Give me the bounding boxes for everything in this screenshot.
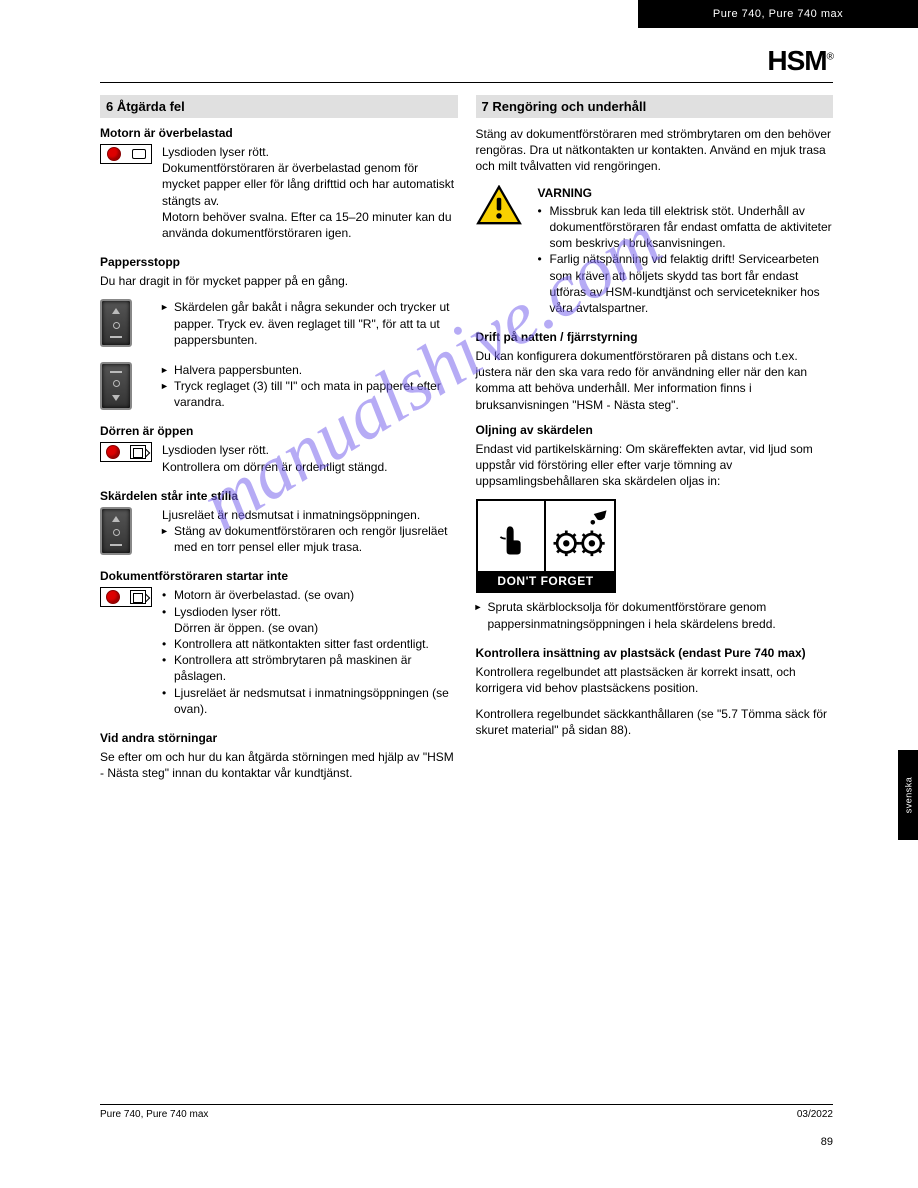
jam-step2: Halvera pappersbunten. Tryck reglaget (3… [100,362,458,411]
red-led-icon [107,147,121,161]
plastic-heading: Kontrollera insättning av plastsäck (end… [476,646,834,660]
jam-step1: Skärdelen går bakåt i några sekunder och… [100,299,458,348]
running-body: Ljusreläet är nedsmutsat i inmatningsöpp… [162,507,458,523]
left-column: 6 Åtgärda fel Motorn är överbelastad Lys… [100,95,458,791]
oil-step: Spruta skärblocksolja för dokumentförstö… [488,599,834,631]
brand-text: HSM [767,45,826,76]
page-number: 89 [821,1136,833,1148]
jam-r1: Skärdelen går bakåt i några sekunder och… [174,299,458,348]
jam-intro: Du har dragit in för mycket papper på en… [100,273,458,289]
door-block: Lysdioden lyser rött. Kontrollera om dör… [100,442,458,474]
warning-block: VARNING Missbruk kan leda till elektrisk… [476,185,834,317]
ns-l5: Ljusreläet är nedsmutsat i inmatningsöpp… [174,685,458,717]
door-open-led-icon-2 [100,587,152,607]
door-icon [130,445,146,459]
motor-text2: Dokumentförstöraren är överbelastad geno… [162,160,458,209]
brand-logo: HSM® [767,45,833,77]
jam-heading: Pappersstopp [100,255,458,269]
oil-gears-icon [546,501,614,571]
warning-heading: VARNING [538,185,834,201]
motor-text-prefix: Lysdioden [162,145,220,159]
other-body: Se efter om och hur du kan åtgärda störn… [100,749,458,781]
door-heading: Dörren är öppen [100,424,458,438]
warn-b2: Farlig nätspänning vid felaktig drift! S… [550,251,834,316]
door-icon [130,590,146,604]
warning-triangle-icon [476,185,522,225]
other-heading: Vid andra störningar [100,731,458,745]
red-led-icon [106,590,120,604]
plastic-body2: Kontrollera regelbundet säckkanthållaren… [476,706,834,738]
section-7-header: 7 Rengöring och underhåll [476,95,834,118]
door-text-suffix: lyser rött. [220,443,269,457]
running-heading: Skärdelen står inte stilla [100,489,458,503]
dont-forget-label: DON'T FORGET [478,571,614,591]
running-arrow: Stäng av dokumentförstöraren och rengör … [174,523,458,555]
ns-l1: Motorn är överbelastad. (se ovan) [174,587,458,603]
motor-block: Lysdioden lyser rött. Dokumentförstörare… [100,144,458,241]
red-led-icon [106,445,120,459]
section-6-header: 6 Åtgärda fel [100,95,458,118]
ns-l4: Kontrollera att strömbrytaren på maskine… [174,652,458,684]
notstart-heading: Dokumentförstöraren startar inte [100,569,458,583]
finger-reminder-icon [478,501,546,571]
motor-text3: Motorn behöver svalna. Efter ca 15–20 mi… [162,209,458,241]
door-open-led-icon [100,442,152,462]
door-text-prefix: Lysdioden [162,443,220,457]
night-body: Du kan konfigurera dokumentförstöraren p… [476,348,834,413]
language-tab-label: svenska [903,777,913,814]
jam-r3: Tryck reglaget (3) till "I" och mata in … [174,378,458,410]
right-column: 7 Rengöring och underhåll Stäng av dokum… [476,95,834,791]
dont-forget-graphic: DON'T FORGET [476,499,616,593]
motor-heading: Motorn är överbelastad [100,126,458,140]
footer-date: 03/2022 [797,1109,833,1120]
plastic-body: Kontrollera regelbundet att plastsäcken … [476,664,834,696]
language-tab: svenska [898,750,918,840]
cleaning-para: Stäng av dokumentförstöraren med strömbr… [476,126,834,175]
product-name: Pure 740, Pure 740 max [713,8,843,20]
rocker-switch-on-icon [100,362,132,410]
rocker-switch-reverse-icon [100,299,132,347]
running-block: Ljusreläet är nedsmutsat i inmatningsöpp… [100,507,458,556]
night-heading: Drift på natten / fjärrstyrning [476,330,834,344]
main-content: 6 Åtgärda fel Motorn är överbelastad Lys… [100,95,833,791]
rocker-switch-icon [100,507,132,555]
brand-reg: ® [827,52,833,63]
overload-led-icon [100,144,152,164]
footer: Pure 740, Pure 740 max 03/2022 [100,1104,833,1120]
jam-r2: Halvera pappersbunten. [174,362,458,378]
notstart-block: Motorn är överbelastad. (se ovan) Lysdio… [100,587,458,717]
warn-b1: Missbruk kan leda till elektrisk stöt. U… [550,203,834,252]
ns-l2: Lysdioden lyser rött. [174,604,458,620]
ns-l3: Kontrollera att nätkontakten sitter fast… [174,636,458,652]
door-text2: Kontrollera om dörren är ordentligt stän… [162,459,458,475]
timer-icon [132,149,146,159]
product-header-bar: Pure 740, Pure 740 max [638,0,918,28]
motor-text-suffix: lyser rött. [220,145,269,159]
oil-intro: Endast vid partikelskärning: Om skäreffe… [476,441,834,490]
footer-model: Pure 740, Pure 740 max [100,1109,208,1120]
top-divider [100,82,833,83]
ns-l2b: Dörren är öppen. (se ovan) [174,620,458,636]
oil-heading: Oljning av skärdelen [476,423,834,437]
